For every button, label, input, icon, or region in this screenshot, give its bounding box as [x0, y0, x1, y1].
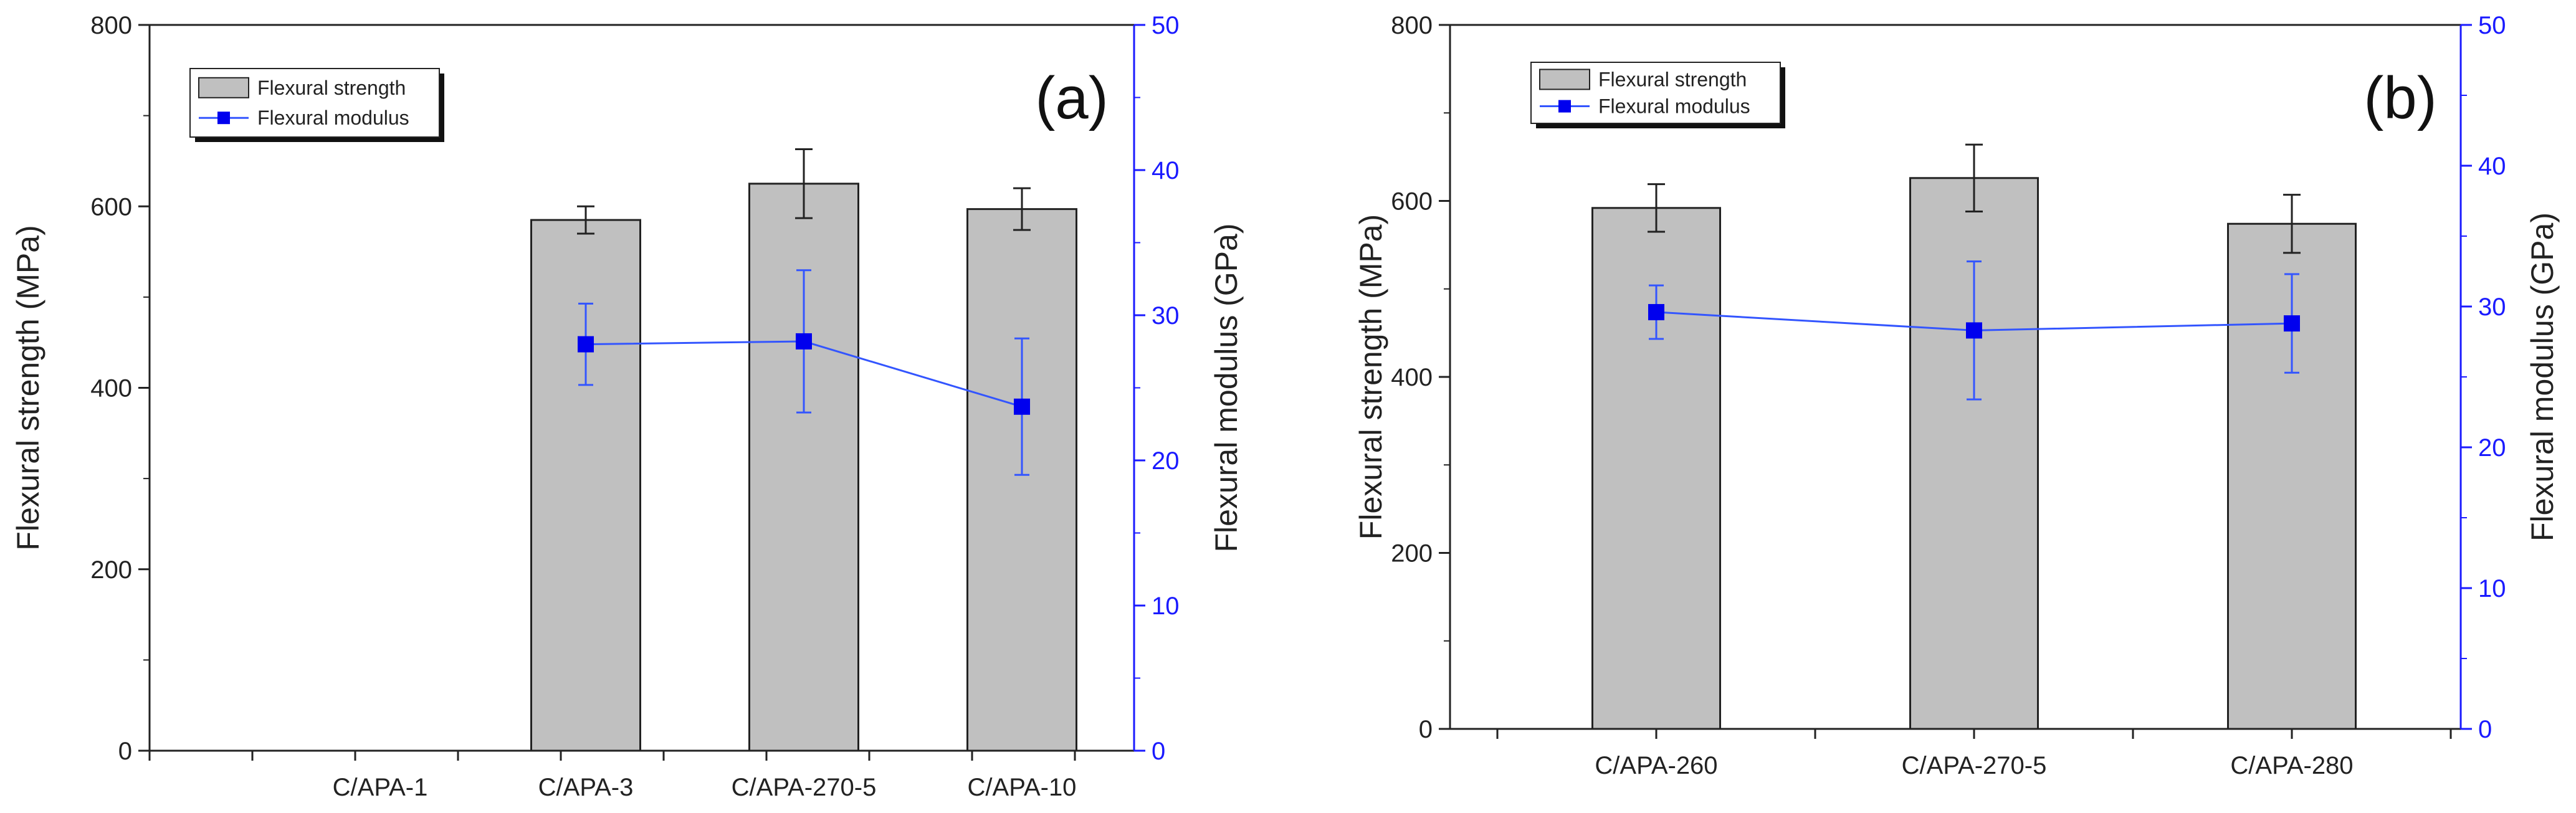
- category-label: C/APA-270-5: [1902, 752, 2047, 779]
- chart-panel-b: 0 200 400 600 800 0 10 20 30 40 50 C/APA-260 C/APA-2…: [1288, 0, 2576, 813]
- modulus-marker: [1014, 398, 1030, 415]
- right-tick-label: 20: [2478, 434, 2506, 462]
- left-tick-label: 800: [90, 12, 132, 39]
- left-tick-label: 0: [1419, 716, 1433, 743]
- category-label: C/APA-10: [968, 774, 1077, 801]
- right-tick-label: 30: [1152, 302, 1180, 330]
- legend-label-strength: Flexural strength: [257, 77, 406, 99]
- strength-bar: [530, 219, 641, 752]
- legend-label-modulus: Flexural modulus: [257, 107, 409, 129]
- right-tick-label: 0: [2478, 716, 2492, 743]
- legend-bar-swatch: [198, 77, 249, 98]
- strength-bar: [748, 183, 859, 752]
- y-axis-right-title: Flexural modulus (GPa): [1209, 224, 1244, 553]
- modulus-marker: [2284, 315, 2300, 332]
- category-label: C/APA-280: [2230, 752, 2353, 779]
- right-tick-label: 50: [2478, 12, 2506, 39]
- legend-marker-swatch: [217, 112, 230, 125]
- y-axis-title: Flexural strength (MPa): [11, 225, 45, 550]
- chart-panel-a: 0 200 400 600 800 0 10 20 30 40 50 C/APA-1 C/APA-3 C/…: [11, 12, 1244, 801]
- y-axis-title: Flexural strength (MPa): [1353, 214, 1388, 540]
- legend-label-strength: Flexural strength: [1598, 68, 1747, 90]
- modulus-marker: [578, 336, 594, 353]
- legend-label-modulus: Flexural modulus: [1598, 95, 1750, 118]
- panel-label: (b): [2364, 65, 2436, 131]
- right-tick-label: 10: [1152, 592, 1180, 620]
- right-tick-label: 50: [1152, 12, 1180, 39]
- panel-label: (a): [1035, 65, 1108, 131]
- left-tick-label: 200: [1391, 540, 1433, 568]
- strength-bar: [966, 208, 1077, 752]
- right-tick-label: 40: [1152, 157, 1180, 184]
- category-label: C/APA-260: [1595, 752, 1717, 779]
- right-tick-label: 30: [2478, 293, 2506, 321]
- chart-a-svg: 0 200 400 600 800 0 10 20 30 40 50 C/APA-1 C/APA-3 C/…: [11, 12, 1244, 801]
- left-tick-label: 200: [90, 556, 132, 584]
- legend-bar-swatch: [1539, 69, 1590, 90]
- right-tick-label: 0: [1152, 738, 1165, 765]
- category-label: C/APA-1: [333, 774, 428, 801]
- right-tick-label: 40: [2478, 153, 2506, 180]
- category-label: C/APA-3: [538, 774, 634, 801]
- right-tick-label: 20: [1152, 447, 1180, 475]
- left-tick-label: 600: [1391, 188, 1433, 216]
- left-tick-label: 0: [118, 738, 132, 765]
- left-tick-label: 400: [90, 375, 132, 402]
- left-tick-label: 400: [1391, 364, 1433, 391]
- chart-b-svg: 0 200 400 600 800 0 10 20 30 40 50 C/APA-260 C/APA-2…: [1353, 12, 2560, 779]
- left-tick-label: 600: [90, 193, 132, 221]
- legend-marker-swatch: [1558, 100, 1571, 113]
- modulus-marker: [796, 333, 812, 349]
- category-label: C/APA-270-5: [732, 774, 877, 801]
- left-tick-label: 800: [1391, 12, 1433, 39]
- modulus-marker: [1648, 304, 1664, 321]
- right-tick-label: 10: [2478, 575, 2506, 602]
- y-axis-right-title: Flexural modulus (GPa): [2525, 212, 2560, 541]
- modulus-marker: [1966, 322, 1982, 339]
